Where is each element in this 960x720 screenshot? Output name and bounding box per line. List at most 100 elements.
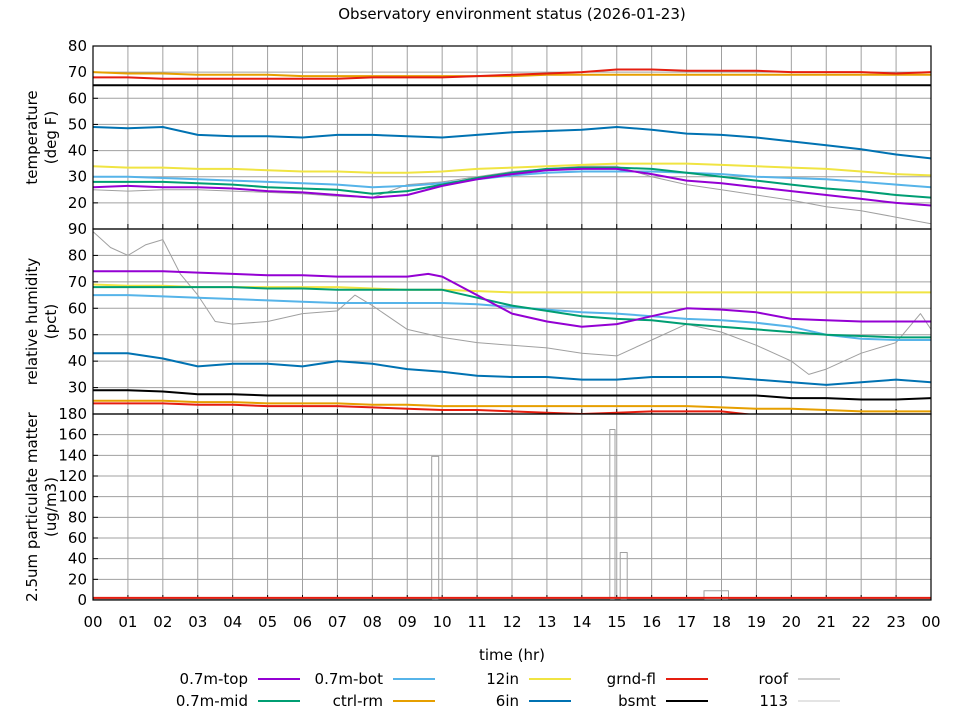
series-line-roof [93, 231, 931, 375]
panels: 20 30 40 50 60 70 80 temperature (deg F) 30 40 50 60… [23, 37, 941, 631]
x-tick-labels: 00 01 02 03 04 05 06 07 08 09 10 11 12 13 14 15 16 17 18 19… [83, 613, 940, 631]
y-tick-label: 60 [68, 89, 87, 107]
legend-label: 12in [486, 670, 519, 688]
legend-label: 0.7m-mid [176, 692, 248, 710]
legend-label: 113 [759, 692, 788, 710]
legend-item-bot: 0.7m-bot [315, 670, 435, 688]
y-tick-label: 40 [68, 142, 87, 160]
x-tick-label: 01 [118, 613, 137, 631]
legend-label: ctrl-rm [333, 692, 383, 710]
x-axis-label: time (hr) [479, 646, 545, 664]
legend-label: 6in [496, 692, 519, 710]
x-tick-label: 19 [747, 613, 766, 631]
y-tick-label: 120 [58, 467, 87, 485]
y-tick-label: 60 [68, 299, 87, 317]
x-tick-label: 17 [677, 613, 696, 631]
legend: 0.7m-top 0.7m-mid 0.7m-bot ctrl-rm 12in 6in gr… [176, 670, 840, 710]
y-tick-label: 160 [58, 426, 87, 444]
x-tick-label: 13 [537, 613, 556, 631]
x-tick-label: 22 [852, 613, 871, 631]
y-axis-label: relative humidity [23, 258, 41, 386]
y-tick-label: 80 [68, 37, 87, 55]
legend-item-in12: 12in [486, 670, 571, 688]
panel-temperature: 20 30 40 50 60 70 80 temperature (deg F) [23, 37, 932, 230]
legend-item-grnd: grnd-fl [607, 670, 708, 688]
y-tick-label: 50 [68, 115, 87, 133]
series-group [93, 68, 931, 225]
series-group [93, 231, 931, 414]
legend-label: grnd-fl [607, 670, 656, 688]
x-tick-label: 18 [712, 613, 731, 631]
x-tick-label: 00 [83, 613, 102, 631]
x-tick-label: 09 [398, 613, 417, 631]
x-tick-label: 04 [223, 613, 242, 631]
x-tick-label: 23 [887, 613, 906, 631]
series-group [93, 429, 931, 600]
x-tick-label: 06 [293, 613, 312, 631]
series-line-in12 [93, 162, 931, 177]
series-line-top [93, 270, 931, 328]
y-axis-label: temperature [23, 90, 41, 184]
series-line-bsmt [93, 389, 931, 401]
y-tick-label: 20 [68, 570, 87, 588]
x-tick-label: 02 [153, 613, 172, 631]
panel-pm25: 0 20 40 60 80 100 120 140 160 180 2.5um particulat… [23, 405, 932, 609]
series-line-top [93, 167, 931, 207]
x-tick-label: 03 [188, 613, 207, 631]
x-tick-label: 10 [433, 613, 452, 631]
y-tick-label: 140 [58, 446, 87, 464]
y-axis-label: (ug/m3) [42, 477, 60, 537]
y-tick-label: 100 [58, 488, 87, 506]
x-tick-label: 20 [782, 613, 801, 631]
series-line-ctrl [93, 71, 931, 78]
series-line-bot [93, 170, 931, 189]
y-tick-label: 20 [68, 194, 87, 212]
plot-frame [92, 413, 932, 601]
y-tick-label: 30 [68, 168, 87, 186]
y-tick-label: 0 [77, 591, 87, 609]
y-tick-label: 180 [58, 405, 87, 423]
y-axis-label: (pct) [42, 304, 60, 339]
panel-humidity: 30 40 50 60 70 80 90 relative humidity (pct) [23, 220, 932, 415]
series-line-roof [93, 165, 931, 225]
series-line-in6 [93, 352, 931, 386]
x-tick-label: 08 [363, 613, 382, 631]
series-line-grnd [93, 68, 931, 80]
legend-label: roof [759, 670, 789, 688]
series-line-grnd [93, 402, 754, 414]
x-tick-label: 00 [921, 613, 940, 631]
legend-label: 0.7m-bot [315, 670, 384, 688]
legend-item-mid: 0.7m-mid [176, 692, 300, 710]
y-tick-label: 40 [68, 550, 87, 568]
x-tick-label: 05 [258, 613, 277, 631]
y-tick-label: 50 [68, 326, 87, 344]
y-tick-label: 90 [68, 220, 87, 238]
chart-title: Observatory environment status (2026-01-… [338, 5, 686, 23]
x-tick-label: 07 [328, 613, 347, 631]
x-tick-label: 14 [572, 613, 591, 631]
x-tick-label: 16 [642, 613, 661, 631]
series-line-in6 [93, 126, 931, 160]
x-tick-label: 11 [468, 613, 487, 631]
series-line-bot [93, 294, 931, 341]
y-tick-label: 40 [68, 352, 87, 370]
y-tick-label: 70 [68, 273, 87, 291]
x-tick-label: 15 [607, 613, 626, 631]
legend-item-in6: 6in [496, 692, 571, 710]
y-axis-label: (deg F) [42, 111, 60, 164]
legend-item-top: 0.7m-top [180, 670, 300, 688]
series-line-ctrl [93, 399, 931, 413]
y-tick-label: 60 [68, 529, 87, 547]
legend-item-roof: roof [759, 670, 840, 688]
series-line-roof [93, 429, 931, 600]
x-tick-label: 21 [817, 613, 836, 631]
y-axis-label: 2.5um particulate matter [23, 411, 41, 601]
legend-item-ctrl: ctrl-rm [333, 692, 435, 710]
legend-label: 0.7m-top [180, 670, 248, 688]
legend-label: bsmt [618, 692, 656, 710]
x-tick-label: 12 [502, 613, 521, 631]
y-tick-label: 80 [68, 246, 87, 264]
series-line-mid [93, 166, 931, 199]
legend-item-bsmt: bsmt [618, 692, 708, 710]
